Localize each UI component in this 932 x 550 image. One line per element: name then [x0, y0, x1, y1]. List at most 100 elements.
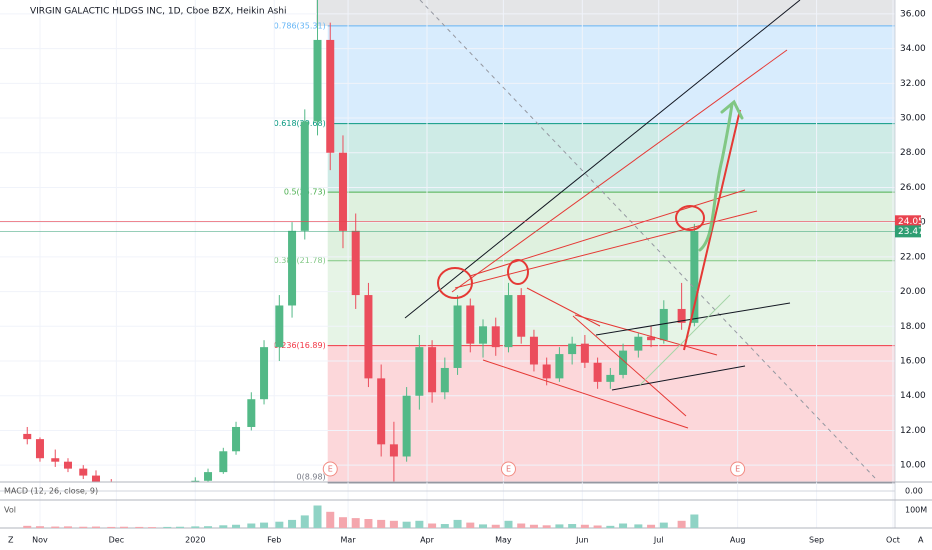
trendline — [572, 315, 687, 417]
volume-bar — [326, 511, 335, 528]
y-tick-label: 18.00 — [900, 322, 926, 332]
volume-bar — [517, 523, 526, 528]
earnings-label: E — [328, 465, 333, 474]
circle-annotation — [507, 259, 529, 285]
candle-body — [555, 354, 564, 379]
volume-bar — [300, 515, 309, 528]
price-tag-label: 24.05 — [898, 217, 924, 227]
volume-bar — [677, 520, 686, 528]
candle-body — [364, 295, 373, 379]
volume-bar — [690, 514, 699, 528]
volume-bar — [191, 526, 200, 528]
x-tick-label: Aug — [730, 536, 746, 545]
volume-bar — [606, 525, 615, 528]
trendline — [454, 210, 758, 289]
candle-body — [63, 461, 72, 469]
volume-bar — [51, 526, 60, 528]
x-tick-label: Feb — [267, 536, 281, 545]
volume-bar — [593, 525, 602, 528]
candle-body — [504, 295, 513, 348]
x-tick-label: May — [495, 536, 512, 545]
candle-body — [23, 433, 32, 440]
earnings-marker — [730, 461, 746, 477]
volume-bar — [176, 526, 185, 528]
candle-body — [247, 399, 256, 427]
x-tick-label: Jul — [653, 536, 664, 545]
chart-title: VIRGIN GALACTIC HLDGS INC, 1D, Cboe BZX,… — [30, 7, 287, 17]
candle-body — [288, 230, 297, 306]
x-tick-label: Apr — [420, 536, 435, 545]
candle-body — [338, 152, 347, 231]
volume-bar — [415, 520, 424, 528]
price-tag-label: 23.47 — [898, 227, 924, 237]
footer-right[interactable]: A — [918, 536, 924, 545]
volume-bar — [23, 525, 32, 528]
trendline — [683, 109, 741, 351]
fib-band — [327, 345, 896, 482]
volume-bar — [479, 524, 488, 528]
volume-bar — [35, 526, 44, 528]
candle-body — [326, 39, 335, 153]
trendline — [639, 294, 731, 386]
trendline — [469, 189, 746, 277]
candle-body — [79, 468, 88, 476]
arrow-annotation — [698, 99, 744, 252]
volume-bar — [647, 524, 656, 528]
candle-body — [35, 439, 44, 459]
volume-bar — [135, 526, 144, 528]
candle-body — [619, 350, 628, 375]
volume-bar — [313, 505, 322, 528]
grid — [0, 0, 895, 528]
volume-bar — [428, 523, 437, 528]
volume-bar — [232, 524, 241, 528]
trendline — [574, 314, 718, 356]
y-tick-label: 36.00 — [900, 9, 926, 19]
candle-body — [389, 444, 398, 457]
fibonacci: 0.786(35.31)0.618(29.68)0.5(25.73)0.382(… — [274, 21, 896, 484]
volume-bar — [107, 526, 116, 528]
candle-body — [415, 347, 424, 396]
trendline — [595, 302, 791, 336]
volume-bar — [542, 525, 551, 528]
volume-bar — [377, 519, 386, 528]
fib-band — [327, 25, 896, 124]
volume-tick-label: 100M — [905, 506, 927, 515]
candle-body — [219, 451, 228, 473]
y-tick-label: 14.00 — [900, 391, 926, 401]
x-tick-label: Dec — [109, 536, 124, 545]
macd-tick-label: 0.00 — [905, 487, 923, 496]
fib-label: 0.618(29.68) — [274, 119, 326, 128]
x-tick-label: 2020 — [185, 536, 205, 545]
volume-bar — [260, 522, 269, 528]
volume-bar — [148, 527, 157, 528]
trendline — [526, 287, 601, 327]
trendline — [482, 359, 689, 429]
volume-bar — [659, 522, 668, 528]
fib-label: 0(8.98) — [297, 473, 326, 482]
earnings-label: E — [735, 465, 740, 474]
fib-band — [327, 192, 896, 261]
volume-bar — [568, 524, 577, 528]
volume-bar — [555, 524, 564, 528]
earnings-marker — [500, 461, 516, 477]
candle-body — [232, 426, 241, 452]
drawings — [404, 0, 876, 479]
y-tick-label: 20.00 — [900, 287, 926, 297]
candles — [23, 0, 699, 482]
volume-bar — [163, 526, 172, 528]
volume-bar — [63, 526, 72, 528]
footer-left[interactable]: Z — [8, 536, 14, 545]
x-tick-label: Jun — [575, 536, 589, 545]
candle-body — [260, 347, 269, 400]
circle-annotation — [437, 267, 473, 299]
volume-bar — [79, 526, 88, 528]
fib-label: 0.786(35.31) — [274, 21, 326, 30]
candle-body — [466, 305, 475, 344]
volume-bar — [275, 521, 284, 528]
volume-bar — [364, 519, 373, 528]
volume-label: Vol — [4, 506, 16, 515]
volume-bar — [634, 524, 643, 528]
fib-label: 0.236(16.89) — [274, 341, 326, 350]
